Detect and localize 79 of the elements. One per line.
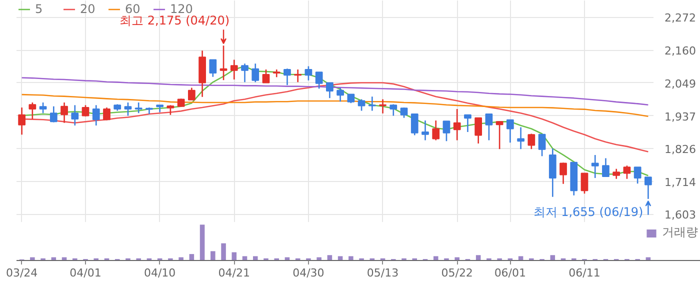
candlestick bbox=[528, 133, 536, 150]
annotation: 최저 1,655 (06/19) bbox=[533, 204, 644, 219]
legend-label: 20 bbox=[80, 2, 96, 16]
y-tick-label: 1,826 bbox=[664, 143, 696, 156]
candlestick bbox=[18, 106, 26, 136]
x-tick-label: 03/24 bbox=[6, 266, 38, 280]
line-series bbox=[21, 77, 649, 106]
candlestick bbox=[517, 126, 524, 150]
candlestick bbox=[453, 108, 461, 141]
x-tick-label: 06/01 bbox=[494, 266, 526, 280]
candlestick bbox=[262, 68, 270, 84]
x-tick-label: 04/01 bbox=[70, 266, 102, 280]
candlestick bbox=[496, 121, 504, 150]
y-tick-label: 1,937 bbox=[664, 110, 696, 124]
line-series bbox=[21, 94, 649, 118]
candlestick bbox=[474, 117, 482, 144]
candlestick bbox=[209, 59, 217, 78]
candlestick bbox=[422, 120, 429, 141]
candlestick bbox=[50, 106, 58, 123]
candlestick bbox=[464, 114, 472, 133]
candlestick bbox=[358, 98, 366, 112]
annotation: 최고 2,175 (04/20) bbox=[120, 14, 230, 28]
candlestick bbox=[410, 113, 418, 136]
candlestick bbox=[315, 71, 323, 90]
candlestick bbox=[166, 104, 174, 116]
candlestick bbox=[134, 102, 142, 114]
candlestick bbox=[188, 87, 196, 101]
candlestick bbox=[442, 120, 450, 142]
bar bbox=[348, 256, 354, 260]
candlestick bbox=[326, 82, 334, 99]
legend-label: 5 bbox=[35, 2, 44, 16]
candlestick bbox=[580, 172, 588, 194]
candlestick bbox=[634, 166, 642, 184]
y-tick-label: 2,272 bbox=[664, 12, 696, 25]
candlestick bbox=[71, 104, 79, 126]
candlestick bbox=[506, 119, 514, 144]
candlestick bbox=[623, 164, 631, 180]
candlestick bbox=[591, 154, 599, 179]
x-tick-label: 04/21 bbox=[218, 266, 250, 280]
legend-label: 거래량 bbox=[662, 224, 698, 241]
candlestick bbox=[241, 62, 248, 83]
candlestick bbox=[602, 158, 610, 178]
candlestick bbox=[400, 106, 408, 118]
candlestick bbox=[252, 62, 260, 83]
candlestick bbox=[124, 102, 132, 116]
y-tick-label: 1,714 bbox=[664, 176, 696, 190]
legend-label: 60 bbox=[125, 2, 140, 16]
candlestick bbox=[336, 87, 344, 102]
x-tick-label: 05/22 bbox=[441, 266, 473, 280]
candlestick bbox=[304, 66, 312, 82]
x-tick-label: 05/13 bbox=[366, 266, 399, 280]
candlestick bbox=[368, 96, 376, 112]
x-tick-label: 04/30 bbox=[292, 266, 324, 280]
y-tick-label: 2,160 bbox=[664, 44, 696, 58]
candlestick bbox=[548, 148, 556, 198]
y-tick-label: 2,049 bbox=[664, 77, 696, 90]
candlestick bbox=[82, 104, 90, 118]
y-tick-label: 1,603 bbox=[664, 208, 696, 222]
candlestick bbox=[379, 98, 386, 114]
candlestick bbox=[103, 106, 110, 121]
bar bbox=[252, 256, 258, 260]
bar bbox=[210, 251, 216, 260]
candlestick bbox=[60, 102, 68, 124]
legend-label: 120 bbox=[170, 2, 193, 16]
candlestick bbox=[92, 104, 100, 126]
candlestick bbox=[560, 162, 567, 185]
candlestick bbox=[28, 102, 36, 120]
candlestick bbox=[284, 68, 291, 86]
bar bbox=[221, 243, 226, 260]
candlestick bbox=[485, 113, 493, 141]
candlestick bbox=[294, 68, 302, 83]
candlestick bbox=[538, 134, 546, 157]
candlestick bbox=[39, 102, 47, 114]
bar bbox=[200, 224, 205, 260]
x-tick-label: 06/11 bbox=[568, 266, 600, 280]
x-tick-label: 04/10 bbox=[144, 266, 176, 280]
candlestick bbox=[230, 59, 238, 80]
candlestick bbox=[612, 168, 620, 180]
candlestick bbox=[432, 120, 440, 141]
